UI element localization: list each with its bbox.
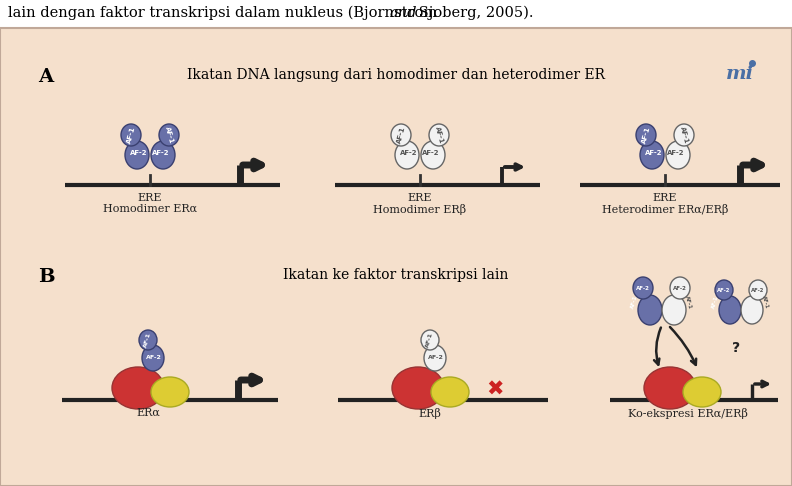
Ellipse shape (395, 141, 419, 169)
Ellipse shape (112, 367, 164, 409)
Text: AF-2: AF-2 (146, 354, 162, 360)
Ellipse shape (421, 141, 445, 169)
Text: Homodimer ERα: Homodimer ERα (103, 204, 197, 214)
Text: ERE: ERE (408, 193, 432, 203)
Ellipse shape (121, 124, 141, 146)
Text: AF-1: AF-1 (761, 295, 769, 309)
Ellipse shape (749, 280, 767, 300)
Text: AF-2: AF-2 (645, 150, 663, 156)
Ellipse shape (719, 296, 741, 324)
Text: ERα: ERα (136, 408, 160, 418)
Text: AF-1: AF-1 (711, 295, 719, 309)
Text: AF-1: AF-1 (143, 331, 153, 348)
Text: AF-1: AF-1 (679, 126, 689, 144)
Ellipse shape (431, 377, 469, 407)
Text: AF-1: AF-1 (164, 126, 174, 144)
Text: mi: mi (726, 65, 754, 83)
Text: AF-2: AF-2 (636, 285, 650, 291)
Text: AF-2: AF-2 (428, 354, 444, 360)
Ellipse shape (638, 295, 662, 325)
Text: Heterodimer ERα/ERβ: Heterodimer ERα/ERβ (602, 204, 728, 215)
Text: ERβ: ERβ (418, 408, 441, 419)
Ellipse shape (429, 124, 449, 146)
Text: Sjoberg, 2005).: Sjoberg, 2005). (414, 6, 534, 20)
Text: ERE: ERE (138, 193, 162, 203)
Text: AF-2: AF-2 (667, 150, 685, 156)
Text: and: and (390, 6, 417, 20)
Text: lain dengan faktor transkripsi dalam nukleus (Bjornstrom: lain dengan faktor transkripsi dalam nuk… (8, 6, 442, 20)
Ellipse shape (159, 124, 179, 146)
Text: AF-2: AF-2 (718, 288, 731, 293)
Text: Ko-ekspresi ERα/ERβ: Ko-ekspresi ERα/ERβ (628, 408, 748, 419)
Text: AF-1: AF-1 (641, 126, 651, 144)
Ellipse shape (715, 280, 733, 300)
Text: AF-1: AF-1 (683, 295, 692, 310)
Text: AF-2: AF-2 (130, 150, 148, 156)
Ellipse shape (391, 124, 411, 146)
Text: Ikatan ke faktor transkripsi lain: Ikatan ke faktor transkripsi lain (284, 268, 508, 282)
Text: ✖: ✖ (486, 380, 504, 400)
Ellipse shape (142, 345, 164, 371)
Text: AF-1: AF-1 (434, 126, 444, 144)
Text: Ikatan DNA langsung dari homodimer dan heterodimer ER: Ikatan DNA langsung dari homodimer dan h… (187, 68, 605, 82)
Ellipse shape (674, 124, 694, 146)
Text: AF-2: AF-2 (152, 150, 169, 156)
Text: ERE: ERE (653, 193, 677, 203)
Ellipse shape (633, 277, 653, 299)
Ellipse shape (666, 141, 690, 169)
Ellipse shape (683, 377, 721, 407)
Ellipse shape (392, 367, 444, 409)
Text: B: B (38, 268, 55, 286)
Ellipse shape (151, 377, 189, 407)
Text: AF-2: AF-2 (400, 150, 417, 156)
Ellipse shape (125, 141, 149, 169)
Ellipse shape (421, 330, 439, 350)
Text: Homodimer ERβ: Homodimer ERβ (374, 204, 466, 215)
Ellipse shape (670, 277, 690, 299)
Text: A: A (38, 68, 53, 86)
Ellipse shape (644, 367, 696, 409)
Text: AF-1: AF-1 (126, 126, 136, 144)
Ellipse shape (139, 330, 157, 350)
Text: ?: ? (732, 341, 740, 355)
Ellipse shape (662, 295, 686, 325)
Text: AF-2: AF-2 (752, 288, 765, 293)
Text: AF-1: AF-1 (630, 295, 638, 310)
Ellipse shape (640, 141, 664, 169)
Ellipse shape (741, 296, 763, 324)
Ellipse shape (151, 141, 175, 169)
Text: AF-2: AF-2 (673, 285, 687, 291)
Text: AF-1: AF-1 (425, 331, 435, 348)
Ellipse shape (636, 124, 656, 146)
Text: AF-2: AF-2 (422, 150, 440, 156)
Ellipse shape (424, 345, 446, 371)
Text: AF-1: AF-1 (396, 126, 406, 144)
